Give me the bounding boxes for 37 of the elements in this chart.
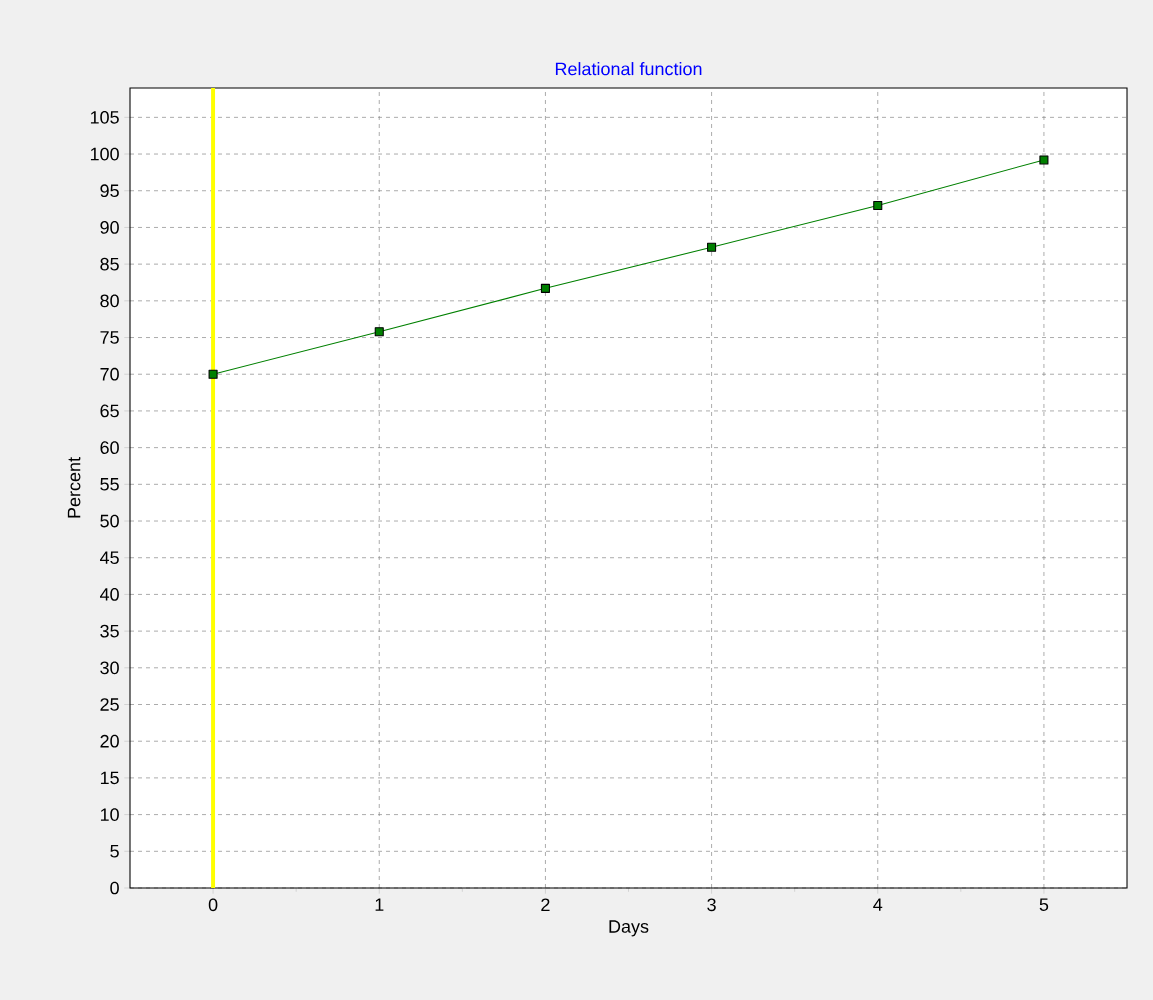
- x-tick-label: 1: [375, 898, 384, 911]
- chart-title: Relational function: [555, 62, 702, 76]
- y-tick-label: 100: [90, 147, 119, 161]
- y-tick-label: 70: [100, 367, 119, 381]
- y-tick-label: 5: [110, 845, 119, 858]
- point: [873, 200, 883, 210]
- y-tick-label: 80: [100, 294, 119, 308]
- y-tick-label: 15: [100, 771, 119, 785]
- y-tick-label: 45: [100, 551, 119, 564]
- y-tick-label: 55: [100, 478, 119, 491]
- y-tick-label: 35: [100, 624, 119, 638]
- y-tick-label: 95: [100, 184, 119, 198]
- y-tick-label: 40: [100, 588, 119, 601]
- y-tick-label: 30: [100, 661, 119, 675]
- y-tick-label: 65: [100, 404, 119, 418]
- point: [208, 369, 218, 379]
- y-tick-label: 75: [100, 331, 119, 344]
- x-tick-label: 2: [541, 898, 550, 911]
- y-tick-label: 90: [100, 221, 119, 234]
- x-tick-label: 0: [208, 898, 218, 912]
- y-tick-label: 10: [100, 808, 119, 821]
- y-tick-label: 105: [90, 110, 119, 124]
- y-tick-label: 25: [100, 698, 119, 711]
- point: [374, 327, 384, 337]
- point: [1039, 155, 1049, 165]
- y-tick-label: 0: [110, 881, 119, 895]
- point: [707, 242, 717, 252]
- y-axis-title: Percent: [67, 457, 81, 518]
- x-tick-label: 5: [1039, 898, 1049, 911]
- x-tick-label: 4: [873, 898, 883, 911]
- x-tick-label: 3: [707, 898, 716, 912]
- y-tick-label: 50: [100, 514, 119, 528]
- y-tick-label: 85: [100, 257, 119, 271]
- y-tick-label: 20: [100, 734, 119, 748]
- y-tick-label: 60: [100, 441, 119, 454]
- point: [540, 283, 550, 293]
- x-axis-title: Days: [609, 920, 649, 937]
